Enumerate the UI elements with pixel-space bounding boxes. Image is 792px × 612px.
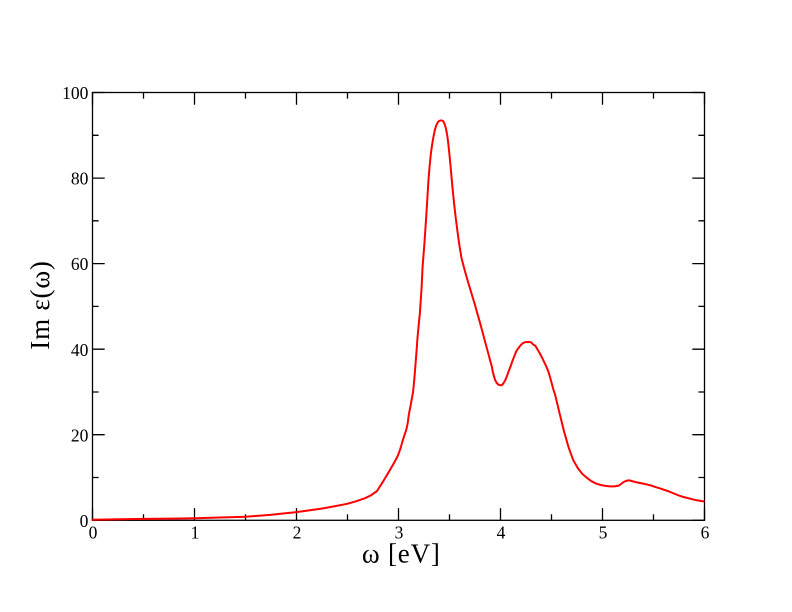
svg-text:60: 60 — [71, 254, 89, 274]
svg-text:3: 3 — [395, 523, 404, 543]
svg-text:1: 1 — [191, 523, 200, 543]
svg-text:5: 5 — [599, 523, 608, 543]
svg-text:ω [eV]: ω [eV] — [362, 538, 441, 568]
svg-text:40: 40 — [71, 340, 89, 360]
svg-text:20: 20 — [71, 425, 89, 445]
svg-text:4: 4 — [497, 523, 506, 543]
svg-text:Im ε(ω): Im ε(ω) — [25, 260, 55, 349]
svg-text:0: 0 — [80, 511, 89, 531]
svg-text:6: 6 — [701, 523, 710, 543]
svg-text:100: 100 — [62, 83, 89, 103]
svg-text:2: 2 — [293, 523, 302, 543]
svg-text:0: 0 — [89, 523, 98, 543]
svg-text:80: 80 — [71, 169, 89, 189]
